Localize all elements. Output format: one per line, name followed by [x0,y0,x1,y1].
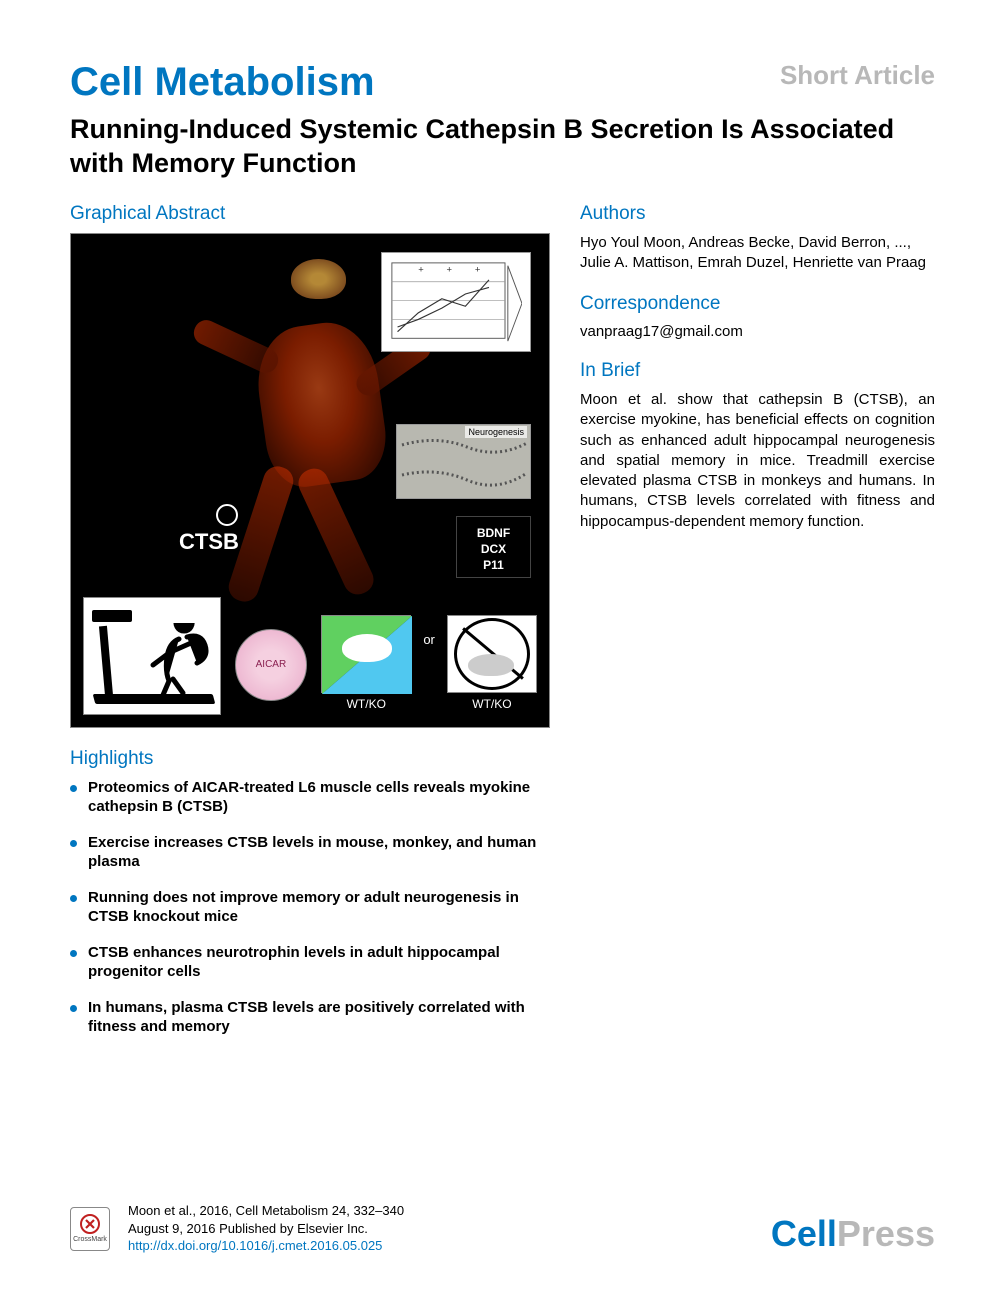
leg-right [294,463,378,598]
crossmark-label: CrossMark [73,1236,107,1243]
wtko-running-box [321,615,411,693]
treadmill-monkey-inset [83,597,221,715]
wtko-label-1: WT/KO [347,697,386,711]
graph-sketch-icon: + + + [390,261,522,346]
torso-shape [250,316,391,491]
article-title: Running-Induced Systemic Cathepsin B Sec… [70,113,935,181]
highlight-item: CTSB enhances neurotrophin levels in adu… [70,943,550,982]
footer: CrossMark Moon et al., 2016, Cell Metabo… [70,1202,935,1255]
header-row: Cell Metabolism Short Article [70,60,935,105]
highlight-item: Exercise increases CTSB levels in mouse,… [70,833,550,872]
cellpress-press: Press [837,1213,935,1254]
correspondence-email: vanpraag17@gmail.com [580,323,935,340]
cellpress-logo: CellPress [771,1213,935,1255]
highlight-item: Proteomics of AICAR-treated L6 muscle ce… [70,778,550,817]
wtko-sedentary-panel: WT/KO [447,615,537,715]
dcx-line: DCX [463,541,524,557]
article-type: Short Article [780,60,935,91]
svg-text:+: + [447,263,453,274]
crossmark-badge[interactable]: CrossMark [70,1207,110,1251]
highlights-heading: Highlights [70,748,550,770]
right-column: Authors Hyo Youl Moon, Andreas Becke, Da… [580,203,935,1053]
bdnf-line: BDNF [463,525,524,541]
wtko-label-2: WT/KO [472,697,511,711]
aicar-panel: AICAR [231,615,312,715]
authors-list: Hyo Youl Moon, Andreas Becke, David Berr… [580,233,935,274]
wtko-running-panel: WT/KO [321,615,411,715]
brain-icon [291,259,346,299]
inbrief-heading: In Brief [580,360,935,382]
mouse-sedentary-icon [468,654,514,676]
wtko-sedentary-box [447,615,537,693]
citation-doi[interactable]: http://dx.doi.org/10.1016/j.cmet.2016.05… [128,1237,404,1255]
highlights-list: Proteomics of AICAR-treated L6 muscle ce… [70,778,550,1037]
treadmill-post [99,625,113,695]
p11-line: P11 [463,557,524,573]
cellpress-cell: Cell [771,1213,837,1254]
aicar-circle-icon: AICAR [235,629,307,701]
svg-text:+: + [475,263,481,274]
correspondence-heading: Correspondence [580,293,935,315]
two-column-layout: Graphical Abstract CTSB [70,203,935,1053]
journal-name: Cell Metabolism [70,60,375,105]
citation-line-1: Moon et al., 2016, Cell Metabolism 24, 3… [128,1202,404,1220]
footer-left: CrossMark Moon et al., 2016, Cell Metabo… [70,1202,404,1255]
bdnf-box: BDNF DCX P11 [456,516,531,578]
ctsb-marker-ring [216,504,238,526]
aicar-label: AICAR [256,659,287,670]
monkey-icon [139,623,209,698]
left-column: Graphical Abstract CTSB [70,203,550,1053]
highlight-item: Running does not improve memory or adult… [70,888,550,927]
ga-bottom-row: AICAR WT/KO or [83,595,537,715]
graphical-abstract-heading: Graphical Abstract [70,203,550,225]
or-label: or [423,632,435,647]
crossmark-icon [80,1214,100,1234]
inbrief-text: Moon et al. show that cathepsin B (CTSB)… [580,390,935,532]
citation-line-2: August 9, 2016 Published by Elsevier Inc… [128,1220,404,1238]
citation-block: Moon et al., 2016, Cell Metabolism 24, 3… [128,1202,404,1255]
highlight-item: In humans, plasma CTSB levels are positi… [70,998,550,1037]
treadmill-panel [92,610,132,622]
graphical-abstract-figure: CTSB + + + [70,233,550,728]
ctsb-label: CTSB [179,529,239,555]
mouse-icon [342,634,392,662]
graph-inset: + + + [381,252,531,352]
svg-text:+: + [418,263,424,274]
authors-heading: Authors [580,203,935,225]
neurogenesis-label: Neurogenesis [465,426,527,438]
